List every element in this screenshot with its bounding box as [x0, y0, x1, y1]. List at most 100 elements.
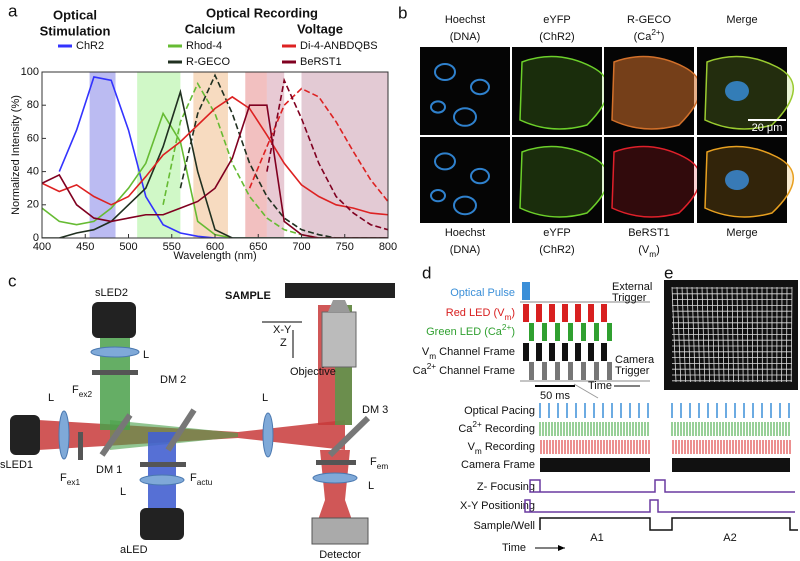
x-tick-label: 700: [292, 241, 310, 253]
dichroic-mirror: [165, 408, 197, 452]
optics-label: L: [120, 486, 126, 498]
detector: [311, 517, 369, 545]
text-part: em: [377, 462, 389, 471]
text-part: Recording: [482, 441, 535, 453]
panel-letter: a: [8, 1, 18, 20]
micrograph: [420, 137, 510, 223]
trace-label: Ca2+ Recording: [458, 420, 535, 435]
trace-label: Z- Focusing: [477, 481, 535, 493]
excitation-line: [42, 88, 388, 238]
micrograph: [420, 47, 510, 135]
trace-label: Red LED (Vm): [446, 307, 515, 322]
text-part: 2+: [651, 28, 661, 37]
pulse: [607, 323, 612, 341]
optics-label: SAMPLE: [225, 290, 271, 302]
text-part: m: [429, 352, 436, 361]
pulse: [555, 323, 560, 341]
objective: [328, 300, 350, 312]
text-part: ex2: [79, 390, 93, 399]
arrow: [573, 383, 599, 399]
optics-label: Factu: [190, 472, 213, 487]
trace-label: Sample/Well: [473, 520, 535, 532]
arrow: [558, 545, 565, 551]
y-tick-label: 80: [27, 99, 39, 111]
sample-plate: [285, 283, 395, 298]
trigger-label: Trigger: [615, 365, 650, 377]
text-part: (Ca: [634, 31, 653, 43]
text-part: ): [511, 326, 515, 338]
pulse: [568, 323, 573, 341]
optics-label: DM 3: [362, 404, 388, 416]
led: [140, 508, 184, 540]
optics-label: Objective: [290, 366, 336, 378]
x-tick-label: 450: [76, 241, 94, 253]
pulse: [549, 304, 555, 322]
text-part: Red LED (V: [446, 307, 505, 319]
channel-label: (Ca2+): [634, 28, 665, 43]
filter-band: [193, 72, 228, 238]
text-part: Ca: [413, 365, 428, 377]
cell-outline: [704, 145, 794, 218]
emission-line: [162, 81, 388, 238]
x-tick-label: 550: [163, 241, 181, 253]
text-part: (V: [638, 244, 650, 256]
y-tick-label: 0: [33, 232, 39, 244]
optics-label: L: [368, 480, 374, 492]
nucleus: [470, 167, 490, 185]
led: [92, 302, 136, 338]
channel-label: Merge: [726, 14, 757, 26]
trigger-label: External: [612, 281, 652, 293]
legend-label: R-GECO: [186, 56, 230, 68]
pulse: [575, 343, 581, 361]
pulse: [523, 304, 529, 322]
nucleus: [434, 63, 456, 81]
lens: [312, 472, 358, 484]
legend-label: BeRST1: [300, 56, 342, 68]
optics-label: sLED1: [0, 459, 33, 471]
y-axis-label: Normalized Intensity (%): [10, 95, 22, 215]
panel-letter: e: [664, 263, 673, 282]
xy-trace: [524, 499, 795, 513]
text-part: actu: [197, 478, 213, 487]
dichroic-mirror: [99, 413, 133, 457]
legend-label: Di-4-ANBDQBS: [300, 40, 378, 52]
camera-block: [672, 458, 790, 472]
pulse: [536, 304, 542, 322]
objective: [321, 311, 357, 368]
y-tick-label: 60: [27, 132, 39, 144]
chart-title: Optical: [53, 7, 97, 22]
filter: [78, 432, 83, 460]
trace-label: Optical Pulse: [450, 287, 515, 299]
trace-label: Ca2+ Channel Frame: [413, 362, 515, 377]
pulse: [562, 343, 568, 361]
pulse: [588, 343, 594, 361]
pulse: [523, 343, 529, 361]
pulse: [575, 304, 581, 322]
excitation-line: [42, 104, 388, 238]
cell-outline: [704, 55, 794, 130]
text-part: Green LED (Ca: [426, 326, 503, 338]
panel-letter: c: [8, 271, 17, 290]
x-tick-label: 600: [206, 241, 224, 253]
pulse: [549, 343, 555, 361]
channel-label: (Vm): [638, 244, 660, 259]
trigger-label: Camera: [615, 354, 655, 366]
nucleus: [725, 170, 749, 190]
time-label: Time: [502, 542, 526, 554]
pulse: [601, 304, 607, 322]
trigger-label: Trigger: [612, 292, 647, 304]
channel-label: eYFP: [543, 14, 571, 26]
well-trace: [539, 517, 798, 531]
scale-bar-label: 20 μm: [752, 122, 783, 134]
optics-label: L: [262, 392, 268, 404]
text-part: Channel Frame: [436, 365, 515, 377]
nucleus: [725, 81, 749, 101]
trace-label: Optical Pacing: [464, 405, 535, 417]
camera-block: [540, 458, 650, 472]
beam: [318, 450, 352, 520]
text-part: m: [504, 313, 511, 322]
y-tick-label: 20: [27, 199, 39, 211]
text-part: ex1: [67, 478, 81, 487]
pulse: [542, 323, 547, 341]
